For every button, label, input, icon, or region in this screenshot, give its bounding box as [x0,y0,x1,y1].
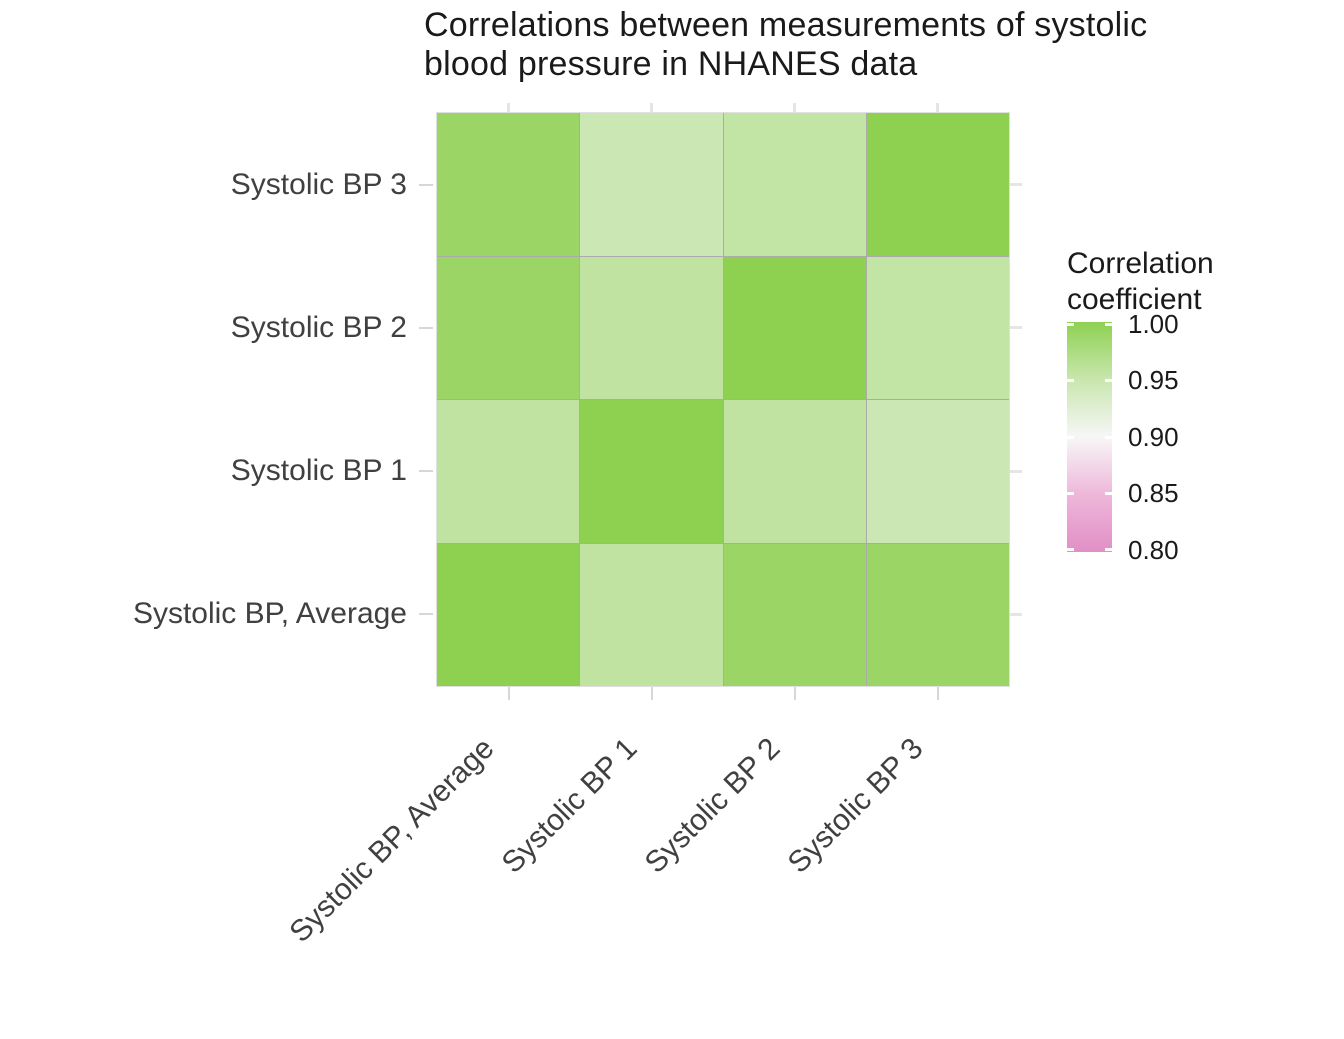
chart-title: Correlations between measurements of sys… [424,6,1148,83]
legend-colorbar [1067,322,1112,552]
gridline-stub [1010,612,1022,616]
heatmap-cell [580,400,723,543]
legend-tick [1105,548,1112,551]
y-axis-tick [419,183,433,186]
legend-tick [1067,323,1074,326]
legend-tick [1105,435,1112,439]
gridline-stub [936,103,939,112]
gridline-stub [1010,326,1022,330]
legend-tick [1105,323,1112,326]
heatmap-cell [723,400,866,543]
legend-tick-label: 0.95 [1128,365,1179,396]
heatmap-cell [723,256,866,399]
y-axis-label: Systolic BP 1 [230,454,407,488]
heatmap-cell [437,543,580,686]
legend-tick-label: 0.80 [1128,535,1179,565]
y-axis-tick [419,470,433,473]
heatmap-cell [580,256,723,399]
legend-tick [1067,435,1074,439]
gridline-stub [1010,183,1022,187]
y-axis-label: Systolic BP 2 [230,310,407,344]
heatmap-cell [580,113,723,256]
heatmap-cell [866,400,1009,543]
legend-title: Correlation coefficient [1067,247,1214,316]
legend-tick-label: 0.90 [1128,421,1179,452]
legend-tick [1105,491,1112,495]
y-axis-tick [419,613,433,616]
heatmap-cell [866,543,1009,686]
legend-tick [1067,379,1074,383]
y-axis-tick [419,326,433,329]
gridline-stub [1010,469,1022,473]
legend-tick-label: 1.00 [1128,308,1179,339]
heatmap-cell [866,256,1009,399]
gridline-stub [650,103,653,112]
x-axis-tick [507,687,510,700]
legend-tick [1067,548,1074,551]
heatmap-cell [437,256,580,399]
x-axis-tick [936,687,939,700]
y-axis-label: Systolic BP, Average [132,597,407,631]
heatmap-cell [723,543,866,686]
y-axis-label: Systolic BP 3 [230,167,407,201]
legend-tick [1105,379,1112,383]
heatmap-panel [436,112,1010,687]
gridline-stub [793,103,796,112]
legend-tick-label: 0.85 [1128,478,1179,509]
x-axis-tick [793,687,796,700]
heatmap-cell [437,113,580,256]
heatmap-cell [580,543,723,686]
heatmap-cell [866,113,1009,256]
gridline-stub [507,103,510,112]
heatmap-cell [437,400,580,543]
legend-tick [1067,491,1074,495]
x-axis-tick [650,687,653,700]
heatmap-cell [723,113,866,256]
